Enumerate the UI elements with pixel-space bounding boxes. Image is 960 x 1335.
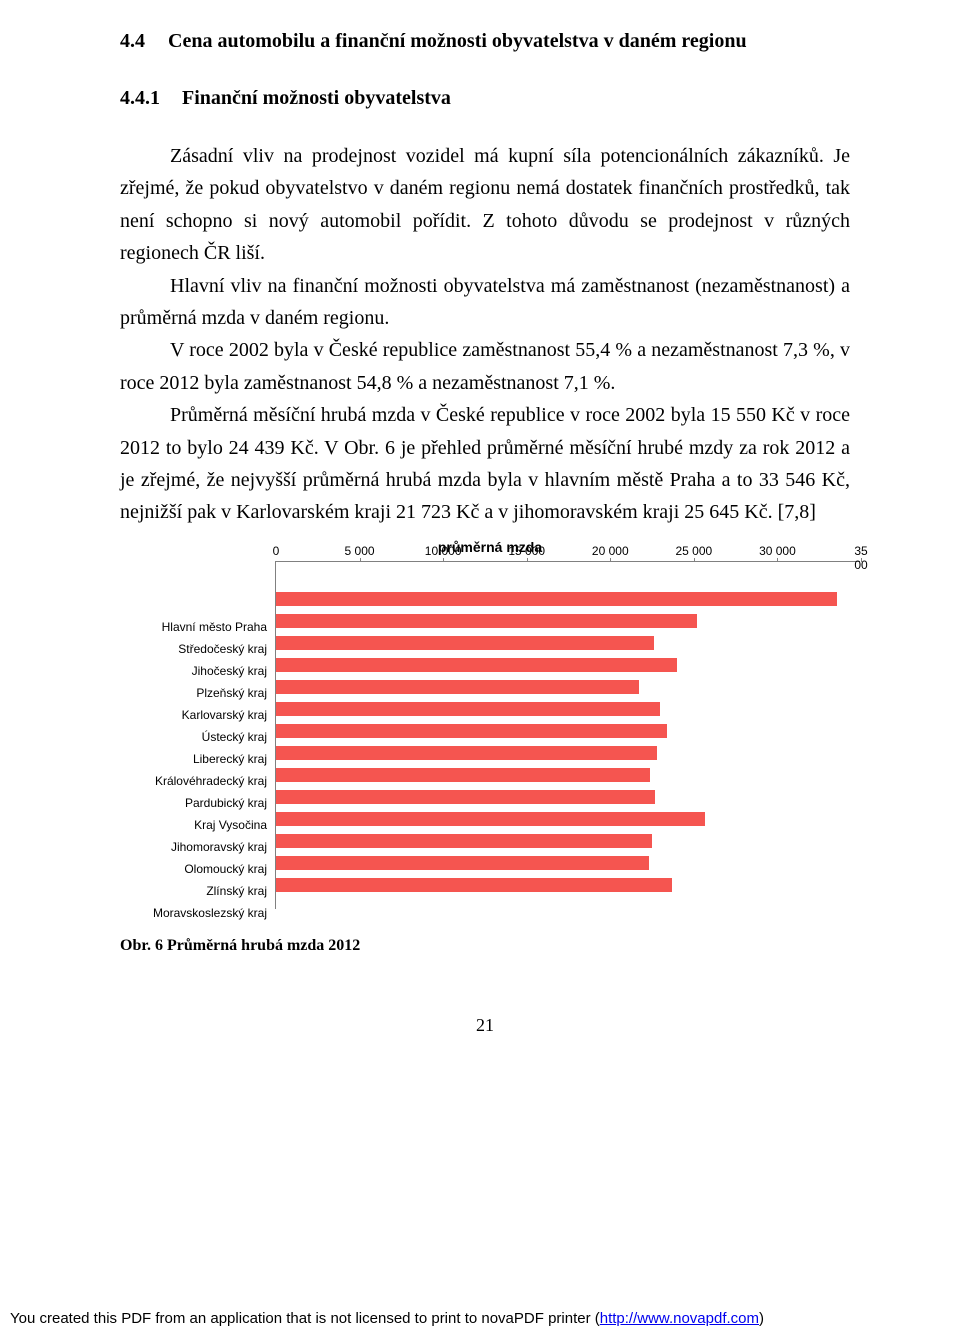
subsection-title: Finanční možnosti obyvatelstva [182, 87, 451, 109]
chart-bar [276, 680, 639, 694]
body-paragraph: V roce 2002 byla v České republice zaměs… [120, 334, 850, 399]
average-wage-chart: průměrná mzda Hlavní město Praha Středoče… [120, 539, 860, 909]
body-paragraph: Průměrná měsíční hrubá mzda v České repu… [120, 399, 850, 529]
chart-x-tick-label: 20 000 [592, 544, 629, 558]
chart-x-tick-label: 10 000 [425, 544, 462, 558]
chart-category-label: Jihomoravský kraj [171, 840, 267, 854]
chart-category-label: Hlavní město Praha [162, 620, 267, 634]
chart-x-tick-label: 30 000 [759, 544, 796, 558]
chart-bar [276, 812, 705, 826]
chart-x-tick-label: 0 [273, 544, 280, 558]
chart-bar [276, 768, 650, 782]
chart-bar [276, 746, 657, 760]
chart-category-label: Jihočeský kraj [192, 664, 267, 678]
chart-bar [276, 702, 660, 716]
body-paragraph: Hlavní vliv na finanční možnosti obyvate… [120, 270, 850, 335]
chart-bar [276, 834, 652, 848]
footer-link[interactable]: http://www.novapdf.com [600, 1310, 759, 1327]
chart-bar [276, 724, 667, 738]
chart-bar [276, 790, 655, 804]
pdf-footer: You created this PDF from an application… [0, 1310, 960, 1327]
chart-category-label: Ústecký kraj [202, 730, 267, 744]
chart-bar [276, 592, 837, 606]
chart-category-label: Zlínský kraj [206, 884, 267, 898]
chart-bar [276, 614, 697, 628]
page-number: 21 [120, 1015, 850, 1036]
section-heading: 4.4Cena automobilu a finanční možnosti o… [120, 30, 850, 53]
chart-x-tick-label: 15 000 [508, 544, 545, 558]
chart-category-label: Olomoucký kraj [184, 862, 267, 876]
subsection-number: 4.4.1 [120, 87, 182, 110]
chart-category-label: Moravskoslezský kraj [153, 906, 267, 920]
section-title: Cena automobilu a finanční možnosti obyv… [168, 30, 747, 52]
body-paragraph: Zásadní vliv na prodejnost vozidel má ku… [120, 140, 850, 270]
chart-bar [276, 878, 672, 892]
chart-category-label: Liberecký kraj [193, 752, 267, 766]
chart-bar [276, 658, 677, 672]
chart-x-tick-label: 25 000 [675, 544, 712, 558]
chart-category-label: Karlovarský kraj [182, 708, 267, 722]
chart-plot-area: 05 00010 00015 00020 00025 00030 00035 0… [275, 561, 860, 909]
chart-bar [276, 636, 654, 650]
chart-category-label: Pardubický kraj [185, 796, 267, 810]
chart-x-tick-label: 5 000 [345, 544, 375, 558]
chart-y-labels: Hlavní město Praha Středočeský kraj Jihoče… [120, 591, 275, 939]
section-number: 4.4 [120, 30, 168, 53]
footer-text: ) [759, 1310, 764, 1327]
chart-category-label: Královéhradecký kraj [155, 774, 267, 788]
chart-bar [276, 856, 649, 870]
chart-title: průměrná mzda [120, 539, 860, 555]
footer-text: You created this PDF from an application… [10, 1310, 600, 1327]
chart-category-label: Kraj Vysočina [194, 818, 267, 832]
figure-caption: Obr. 6 Průměrná hrubá mzda 2012 [120, 937, 850, 955]
chart-category-label: Středočeský kraj [178, 642, 267, 656]
chart-category-label: Plzeňský kraj [196, 686, 267, 700]
subsection-heading: 4.4.1Finanční možnosti obyvatelstva [120, 87, 850, 110]
